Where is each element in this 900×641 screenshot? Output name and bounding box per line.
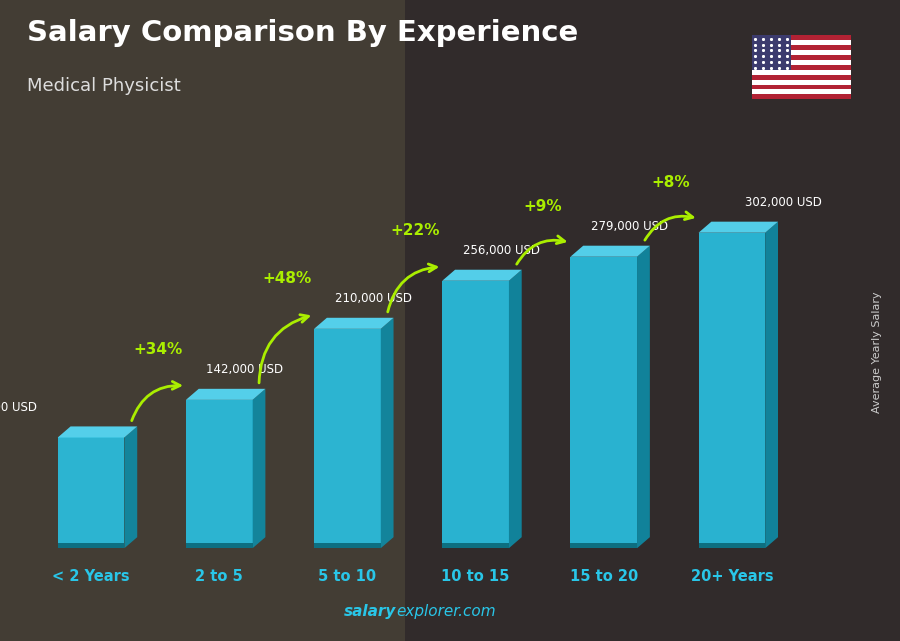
Bar <box>752 35 850 40</box>
Text: 142,000 USD: 142,000 USD <box>206 363 284 376</box>
Bar <box>752 94 850 99</box>
Polygon shape <box>58 426 137 437</box>
Text: 279,000 USD: 279,000 USD <box>591 220 668 233</box>
Polygon shape <box>571 246 650 257</box>
Text: Medical Physicist: Medical Physicist <box>27 77 181 95</box>
Bar <box>752 65 850 70</box>
Polygon shape <box>58 542 124 548</box>
Polygon shape <box>571 257 637 548</box>
Polygon shape <box>314 329 381 548</box>
Polygon shape <box>186 400 253 548</box>
Polygon shape <box>571 542 637 548</box>
Polygon shape <box>765 222 778 548</box>
Text: +8%: +8% <box>652 175 690 190</box>
Polygon shape <box>698 542 765 548</box>
Bar <box>752 60 850 65</box>
Bar <box>752 40 850 45</box>
Polygon shape <box>314 542 381 548</box>
Polygon shape <box>442 270 522 281</box>
Bar <box>752 70 850 75</box>
Text: 256,000 USD: 256,000 USD <box>463 244 540 257</box>
Polygon shape <box>442 281 508 548</box>
Polygon shape <box>314 318 393 329</box>
Bar <box>752 75 850 79</box>
Text: Salary Comparison By Experience: Salary Comparison By Experience <box>27 19 578 47</box>
Text: explorer.com: explorer.com <box>396 604 496 619</box>
Polygon shape <box>58 437 124 548</box>
Polygon shape <box>637 246 650 548</box>
Polygon shape <box>381 318 393 548</box>
Polygon shape <box>442 542 508 548</box>
Text: +9%: +9% <box>524 199 562 214</box>
Polygon shape <box>698 222 778 233</box>
Polygon shape <box>186 389 266 400</box>
Bar <box>752 90 850 94</box>
Text: Average Yearly Salary: Average Yearly Salary <box>872 292 883 413</box>
Polygon shape <box>124 426 137 548</box>
Polygon shape <box>186 542 253 548</box>
Bar <box>752 79 850 85</box>
Bar <box>752 45 850 50</box>
Bar <box>752 55 850 60</box>
Bar <box>752 50 850 55</box>
Text: +34%: +34% <box>134 342 183 357</box>
Text: 302,000 USD: 302,000 USD <box>744 196 822 209</box>
Polygon shape <box>253 389 266 548</box>
Bar <box>752 35 791 70</box>
Text: 210,000 USD: 210,000 USD <box>335 292 411 305</box>
Text: +48%: +48% <box>262 271 311 287</box>
Polygon shape <box>508 270 522 548</box>
Text: salary: salary <box>344 604 396 619</box>
Polygon shape <box>698 233 765 548</box>
Text: 106,000 USD: 106,000 USD <box>0 401 37 414</box>
Bar <box>752 85 850 90</box>
Text: +22%: +22% <box>390 223 439 238</box>
